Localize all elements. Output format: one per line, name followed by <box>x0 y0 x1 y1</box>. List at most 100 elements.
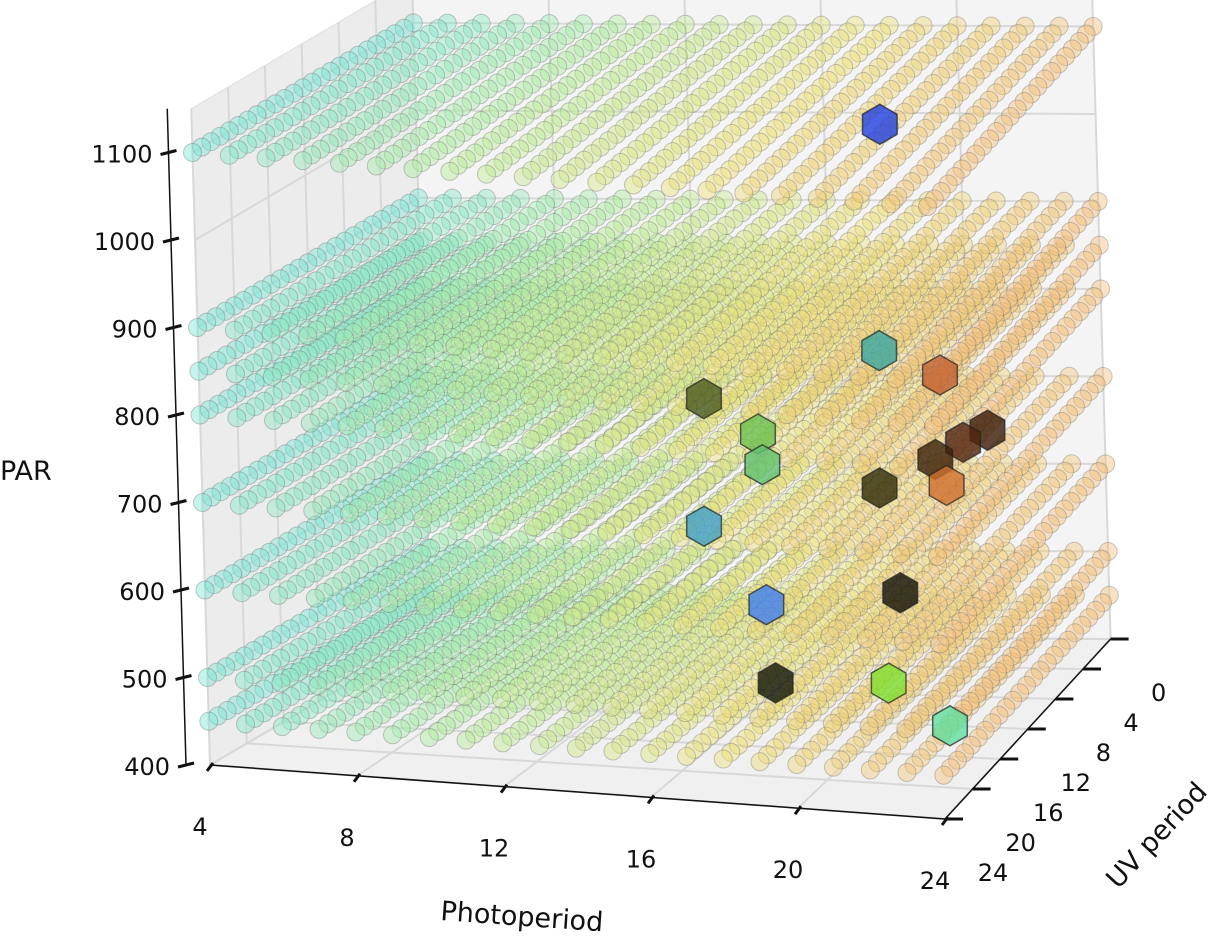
data-point <box>418 538 438 558</box>
data-point <box>443 683 463 703</box>
data-point <box>837 561 857 580</box>
z-tick-label: 400 <box>124 753 170 781</box>
data-point <box>461 599 481 619</box>
data-point <box>401 593 421 612</box>
data-point <box>918 197 937 216</box>
data-point <box>398 687 418 707</box>
data-point <box>290 705 310 725</box>
data-point <box>272 717 292 737</box>
data-point <box>911 748 931 768</box>
data-point <box>741 657 761 677</box>
data-point <box>639 680 659 700</box>
data-point <box>1031 585 1051 605</box>
data-point <box>501 727 521 747</box>
data-point <box>641 595 661 615</box>
data-point <box>967 570 987 590</box>
grid-line-y <box>190 108 211 766</box>
data-point <box>619 666 639 686</box>
data-point <box>519 562 539 582</box>
data-point <box>961 735 981 755</box>
data-point <box>506 693 526 713</box>
data-point <box>786 590 805 610</box>
data-point <box>498 700 518 719</box>
data-point <box>1043 564 1063 583</box>
data-point <box>685 615 705 635</box>
data-point <box>948 750 967 770</box>
data-point <box>398 662 417 682</box>
data-point <box>363 637 383 657</box>
data-point <box>683 589 703 609</box>
data-point <box>576 671 595 690</box>
data-point <box>440 161 460 181</box>
data-point <box>831 611 851 631</box>
data-point <box>609 646 629 665</box>
data-point <box>445 587 464 607</box>
data-point <box>556 582 575 602</box>
data-point <box>521 630 540 650</box>
data-point <box>887 413 907 432</box>
data-point <box>781 536 800 556</box>
data-point <box>408 609 428 629</box>
data-point <box>644 647 664 667</box>
data-point <box>831 712 851 732</box>
data-point <box>512 612 532 631</box>
data-point <box>1065 623 1085 643</box>
data-point <box>939 642 959 662</box>
data-point <box>803 560 823 580</box>
data-point <box>631 558 651 578</box>
data-point <box>780 724 800 744</box>
data-point <box>853 691 873 711</box>
z-tick <box>162 236 180 244</box>
data-point <box>486 629 506 649</box>
data-point <box>456 730 476 750</box>
data-point <box>523 517 543 537</box>
data-point <box>504 594 524 614</box>
data-point <box>716 546 736 566</box>
data-point <box>362 661 382 680</box>
data-point <box>489 602 509 622</box>
data-point <box>496 673 516 693</box>
data-point <box>875 745 894 765</box>
data-point <box>318 641 338 661</box>
data-point <box>1037 653 1057 673</box>
data-point <box>751 715 771 735</box>
data-point <box>831 750 851 770</box>
data-point <box>381 699 401 719</box>
data-point <box>424 645 444 665</box>
data-point <box>529 624 549 644</box>
data-point <box>317 664 337 684</box>
data-point <box>1079 608 1099 628</box>
grid-line-y <box>283 720 1001 760</box>
data-point <box>410 587 430 607</box>
data-point <box>1002 652 1022 672</box>
data-point <box>256 148 276 168</box>
data-point <box>671 717 691 737</box>
data-point <box>428 721 448 741</box>
data-point <box>862 647 882 667</box>
data-point <box>989 705 1009 725</box>
data-point <box>812 660 832 680</box>
data-point <box>708 552 728 572</box>
data-point <box>736 728 756 748</box>
data-point <box>447 424 467 444</box>
data-point <box>712 705 732 725</box>
data-point <box>776 361 795 381</box>
data-point <box>381 626 401 646</box>
data-point <box>702 355 722 375</box>
data-point <box>635 715 655 735</box>
data-point <box>1017 675 1036 695</box>
data-point <box>579 698 598 717</box>
data-point <box>271 673 291 693</box>
data-point <box>590 583 609 602</box>
data-point <box>563 607 582 627</box>
data-point <box>532 675 552 695</box>
data-point <box>963 585 983 604</box>
data-point <box>827 584 847 604</box>
data-point <box>234 670 254 690</box>
data-point <box>486 605 506 625</box>
data-point <box>513 167 533 187</box>
data-point <box>309 719 329 739</box>
data-point <box>530 736 549 755</box>
y-tick-label: 4 <box>1123 709 1138 737</box>
data-point <box>523 681 543 701</box>
